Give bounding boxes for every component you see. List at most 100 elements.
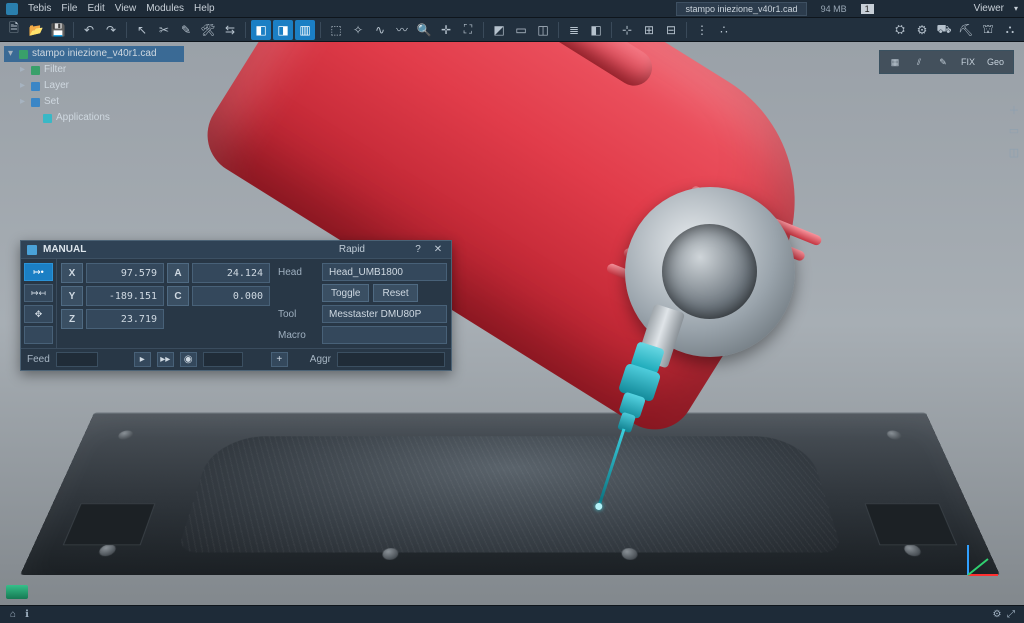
expand-icon[interactable]: ▸ [18, 63, 27, 77]
collapse-icon[interactable]: ▾ [6, 47, 15, 61]
mode-btn-4[interactable] [24, 326, 53, 344]
axis-icon[interactable]: ⊹ [617, 20, 637, 40]
close-icon[interactable]: ✕ [431, 244, 445, 255]
tree-node[interactable]: Applications [4, 110, 184, 126]
curve-icon[interactable]: ∿ [370, 20, 390, 40]
redo-icon[interactable]: ↷ [101, 20, 121, 40]
cursor-icon[interactable]: ✧ [348, 20, 368, 40]
tree-node[interactable]: ▸ Set [4, 94, 184, 110]
axis-z-label: Z [61, 309, 83, 329]
viewer-dropdown-icon[interactable]: ▾ [1014, 4, 1018, 13]
expand-icon[interactable]: ▸ [18, 95, 27, 109]
manual-details: Head Head_UMB1800 Toggle Reset Tool Mess… [274, 259, 451, 348]
viewer-mode-label[interactable]: Viewer [974, 3, 1004, 14]
tool-2-icon[interactable]: ∴ [714, 20, 734, 40]
corner-gizmo-icon[interactable] [6, 585, 28, 599]
axis-y-value[interactable]: -189.151 [86, 286, 164, 306]
main-toolbar: 🗎 📂 💾 ↶ ↷ ↖ ✂ ✎ 🛠 ⇆ ◧ ◨ ▥ ⬚ ✧ ∿ 〰 🔍 ✛ ⛶ … [0, 18, 1024, 42]
mode-btn-1[interactable]: ↦• [24, 263, 53, 281]
help-icon[interactable]: ? [411, 244, 425, 255]
tree-node[interactable]: ▸ Filter [4, 62, 184, 78]
tree-node-label: Layer [44, 79, 69, 93]
view-geo-button[interactable]: Geo [983, 54, 1008, 70]
toggle-b-icon[interactable]: ⊟ [661, 20, 681, 40]
machine-2-icon[interactable]: ⚙ [912, 20, 932, 40]
machine-4-icon[interactable]: ⛏ [956, 20, 976, 40]
machine-3-icon[interactable]: ⛟ [934, 20, 954, 40]
dock-a-icon[interactable]: ▭ [1007, 124, 1021, 138]
iso-view-icon[interactable]: ◩ [489, 20, 509, 40]
expand-icon[interactable]: ▸ [18, 79, 27, 93]
tree-root[interactable]: ▾ stampo iniezione_v40r1.cad [4, 46, 184, 62]
status-home-icon[interactable]: ⌂ [6, 608, 20, 622]
axis-c-value[interactable]: 0.000 [192, 286, 270, 306]
plus-icon[interactable]: + [271, 352, 288, 367]
box-mode-b-icon[interactable]: ◨ [273, 20, 293, 40]
toggle-a-icon[interactable]: ⊞ [639, 20, 659, 40]
axis-z-value[interactable]: 23.719 [86, 309, 164, 329]
status-settings-icon[interactable]: ⚙ [990, 608, 1004, 622]
menu-item[interactable]: Tebis [28, 3, 51, 14]
crosshair-icon[interactable]: ✛ [436, 20, 456, 40]
status-info-icon[interactable]: ℹ [20, 608, 34, 622]
view-edit-icon[interactable]: ✎ [933, 54, 953, 70]
menu-item[interactable]: Modules [146, 3, 184, 14]
palette-icon[interactable]: ◧ [586, 20, 606, 40]
spline-icon[interactable]: 〰 [392, 20, 412, 40]
toggle-button[interactable]: Toggle [322, 284, 369, 302]
magnifier-icon[interactable]: 🔍 [414, 20, 434, 40]
feed-input[interactable] [56, 352, 98, 367]
machine-6-icon[interactable]: ⛬ [1000, 20, 1020, 40]
save-icon[interactable]: 💾 [48, 20, 68, 40]
menu-item[interactable]: View [115, 3, 137, 14]
axis-x-value[interactable]: 97.579 [86, 263, 164, 283]
section-icon[interactable]: ◫ [533, 20, 553, 40]
axis-a-value[interactable]: 24.124 [192, 263, 270, 283]
macro-value[interactable] [322, 326, 447, 344]
open-icon[interactable]: 📂 [26, 20, 46, 40]
menu-item[interactable]: Help [194, 3, 215, 14]
manual-titlebar[interactable]: MANUAL Rapid ? ✕ [21, 241, 451, 259]
tool-value[interactable]: Messtaster DMU80P [322, 305, 447, 323]
step-back-icon[interactable]: ▸ [134, 352, 151, 367]
mold-block [20, 413, 1000, 575]
undo-icon[interactable]: ↶ [79, 20, 99, 40]
menu-item[interactable]: Edit [87, 3, 104, 14]
box-mode-a-icon[interactable]: ◧ [251, 20, 271, 40]
brush-icon[interactable]: ✎ [176, 20, 196, 40]
view-grid-icon[interactable]: ▦ [885, 54, 905, 70]
machine-5-icon[interactable]: ⛫ [978, 20, 998, 40]
mode-btn-2[interactable]: ↦↤ [24, 284, 53, 302]
wrench-icon[interactable]: 🛠 [198, 20, 218, 40]
machine-1-icon[interactable]: ⛭ [890, 20, 910, 40]
viewport-3d[interactable]: ▾ stampo iniezione_v40r1.cad ▸ Filter ▸ … [0, 42, 1024, 605]
head-value[interactable]: Head_UMB1800 [322, 263, 447, 281]
structure-tree: ▾ stampo iniezione_v40r1.cad ▸ Filter ▸ … [4, 46, 184, 126]
record-icon[interactable]: ◉ [180, 352, 197, 367]
open-file-tab[interactable]: stampo iniezione_v40r1.cad [676, 2, 806, 16]
tree-node[interactable]: ▸ Layer [4, 78, 184, 94]
front-view-icon[interactable]: ▭ [511, 20, 531, 40]
step-input[interactable] [203, 352, 243, 367]
aggr-input[interactable] [337, 352, 445, 367]
box-mode-c-icon[interactable]: ▥ [295, 20, 315, 40]
pointer-icon[interactable]: ↖ [132, 20, 152, 40]
view-measure-icon[interactable]: ⫽ [909, 54, 929, 70]
new-icon[interactable]: 🗎 [4, 20, 24, 40]
link-icon[interactable]: ⇆ [220, 20, 240, 40]
dock-b-icon[interactable]: ◫ [1007, 146, 1021, 160]
fit-icon[interactable]: ⛶ [458, 20, 478, 40]
cube-icon[interactable]: ⬚ [326, 20, 346, 40]
scissors-icon[interactable]: ✂ [154, 20, 174, 40]
menu-item[interactable]: File [61, 3, 77, 14]
add-icon[interactable]: ＋ [1007, 102, 1021, 116]
status-expand-icon[interactable]: ⤢ [1004, 608, 1018, 622]
view-fix-button[interactable]: FIX [957, 54, 979, 70]
mode-btn-3[interactable]: ✥ [24, 305, 53, 323]
tool-1-icon[interactable]: ⋮ [692, 20, 712, 40]
step-fwd-icon[interactable]: ▸▸ [157, 352, 174, 367]
layers-icon[interactable]: ≣ [564, 20, 584, 40]
instance-number: 1 [861, 4, 874, 14]
reset-button[interactable]: Reset [373, 284, 417, 302]
manual-panel-icon [27, 245, 37, 255]
